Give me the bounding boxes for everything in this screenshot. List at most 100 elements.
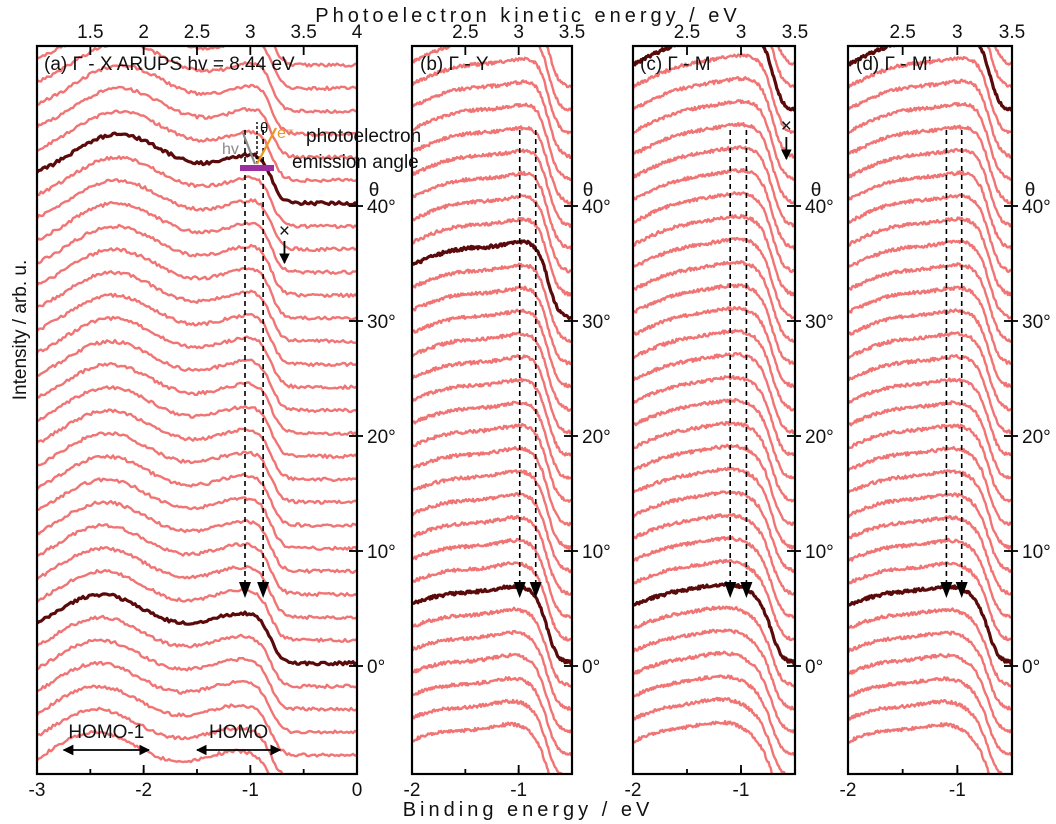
x-tick-label: 0 [352, 780, 363, 801]
kinetic-tick-label: 3 [513, 22, 524, 43]
spectrum-curve-theta-12 [412, 445, 572, 527]
spectrum-curve-theta-46 [412, 56, 572, 135]
band-label: HOMO-1 [68, 722, 144, 743]
spectrum-curve-theta-34 [848, 193, 1012, 273]
spectrum-curve-theta-22 [37, 338, 357, 414]
spectrum-curve-theta--2 [633, 605, 795, 688]
spectrum-curve-theta-28 [633, 259, 795, 344]
kinetic-tick-label: 2.5 [184, 22, 210, 43]
spectrum-curve-theta-12 [633, 443, 795, 527]
theta-tick-label: 20° [1022, 427, 1051, 448]
spectrum-curve-theta--8 [633, 674, 795, 757]
spectrum-curve-theta--10 [848, 698, 1004, 774]
theta-tick-label: 10° [1022, 542, 1051, 563]
spectrum-curve-theta-34 [37, 200, 357, 275]
kinetic-tick-label: 3.5 [290, 22, 316, 43]
kinetic-tick-label: 3 [245, 22, 256, 43]
y-axis-title: Intensity / arb. u. [10, 260, 31, 400]
axes-frame [410, 44, 574, 776]
panel-d: -2 -1 2.5 3 3.5 θ 0° 10° 20° 30° 40° (d) Γ - M’ [840, 0, 1051, 801]
spectrum-curve-theta-46 [37, 63, 357, 137]
spectrum-curve-theta-32 [37, 223, 357, 299]
spectrum-curve-theta-12 [37, 454, 357, 528]
curves-2 [633, 46, 795, 774]
theta-tick-label: 30° [582, 312, 611, 333]
spectrum-curve-theta-22 [848, 331, 1012, 412]
axes-frame [631, 44, 797, 776]
theta-tick-label: 20° [582, 427, 611, 448]
peak-arrowhead [740, 582, 753, 598]
spectrum-curve-theta-38 [848, 147, 1012, 228]
inset-caption-2: emission angle [292, 152, 419, 173]
spectrum-curve-theta-48 [633, 46, 795, 113]
x-tick-label: -2 [135, 780, 152, 801]
spectrum-curve-theta-14 [412, 423, 572, 503]
spectrum-curve-theta-2 [633, 558, 795, 642]
spectrum-curve-theta-44 [848, 78, 1012, 159]
spectrum-curve-theta--10 [37, 706, 287, 774]
kinetic-tick-label: 4 [352, 22, 363, 43]
spectrum-curve-theta-42 [848, 102, 1012, 181]
spectrum-curve-theta-54 [848, 0, 1012, 42]
spectrum-curve-theta-4 [412, 537, 572, 619]
top-axis-title: Photoelectron kinetic energy / eV [315, 5, 741, 27]
theta-tick-label: 30° [367, 312, 396, 333]
spectrum-curve-theta--12 [37, 729, 271, 774]
spectrum-curve-theta-32 [412, 216, 572, 297]
spectrum-curve-theta-26 [633, 283, 795, 366]
spectrum-curve-theta-22 [633, 328, 795, 412]
spectrum-curve-theta-0 [37, 592, 357, 667]
spectrum-curve-theta--2 [412, 606, 572, 688]
spectrum-curve-theta-42 [633, 99, 795, 181]
x-tick-label: -2 [404, 780, 421, 801]
emission-angle-inset: hv θ e⁻ photoelectron emission angle [222, 120, 421, 173]
spectrum-curve-theta--10 [633, 696, 787, 774]
spectrum-curve-theta-30 [37, 247, 357, 321]
panel-title: (a) Γ - X ARUPS hv = 8.44 eV [44, 54, 295, 75]
theta-tick-label: 20° [805, 427, 834, 448]
spectrum-curve-theta-12 [848, 445, 1012, 527]
spectrum-curve-theta-14 [633, 420, 795, 503]
peak-arrowhead [239, 582, 251, 598]
spectrum-curve-theta-0 [412, 583, 572, 666]
panel-c: -2 -1 2.5 3 3.5 θ 0° 10° 20° 30° 40° (c) Γ - M × [625, 22, 834, 801]
theta-axis-label: θ [811, 180, 822, 201]
theta-tick-label: 30° [1022, 312, 1051, 333]
spectrum-curve-theta-4 [633, 535, 795, 619]
spectrum-curve-theta-20 [633, 352, 795, 436]
spectrum-curve-theta-26 [848, 285, 1012, 366]
spectrum-curve-theta-24 [848, 308, 1012, 388]
x-tick-label: -1 [510, 780, 527, 801]
spectrum-curve-theta-16 [412, 400, 572, 480]
theta-axis-label: θ [1025, 180, 1036, 201]
kinetic-tick-label: 2.5 [452, 22, 478, 43]
spectrum-curve-theta--12 [848, 722, 991, 774]
sample-bar [240, 165, 274, 171]
spectrum-curve-theta-48 [412, 46, 572, 113]
peak-arrowhead [955, 582, 968, 598]
spectrum-curve-theta-24 [633, 306, 795, 388]
kinetic-tick-label: 3.5 [999, 22, 1025, 43]
theta-tick-label: 0° [582, 657, 600, 678]
axes-frame [846, 44, 1014, 776]
curves-0 [37, 46, 357, 774]
spectrum-curve-theta-38 [633, 145, 795, 228]
inset-caption-1: photoelectron [306, 126, 421, 147]
kinetic-tick-label: 1.5 [77, 22, 103, 43]
spectrum-curve-theta-10 [37, 477, 357, 552]
spectrum-curve-theta-2 [848, 561, 1012, 642]
spectrum-curve-theta-24 [37, 315, 357, 390]
spectrum-curve-theta-6 [848, 515, 1012, 597]
inset-theta: θ [260, 120, 268, 137]
spectrum-curve-theta-14 [37, 431, 357, 505]
spectrum-curve-theta-46 [633, 53, 795, 134]
spectrum-curve-theta-44 [633, 76, 795, 159]
spectrum-curve-theta-36 [37, 178, 357, 253]
theta-axis-label: θ [369, 180, 380, 201]
theta-tick-label: 10° [805, 542, 834, 563]
curves-3 [848, 0, 1012, 774]
x-marker: × [279, 221, 290, 242]
spectrum-curve-theta-36 [412, 170, 572, 250]
spectrum-curve-theta--4 [633, 628, 795, 711]
spectrum-curve-theta-2 [412, 561, 572, 642]
